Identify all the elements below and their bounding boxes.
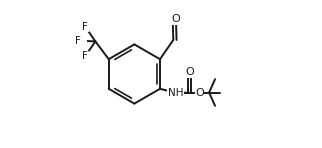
Text: F: F <box>82 22 88 32</box>
Text: F: F <box>75 36 81 46</box>
Text: NH: NH <box>168 88 183 98</box>
Text: O: O <box>195 87 204 98</box>
Text: O: O <box>185 67 194 77</box>
Text: F: F <box>82 51 88 61</box>
Text: O: O <box>171 14 180 24</box>
